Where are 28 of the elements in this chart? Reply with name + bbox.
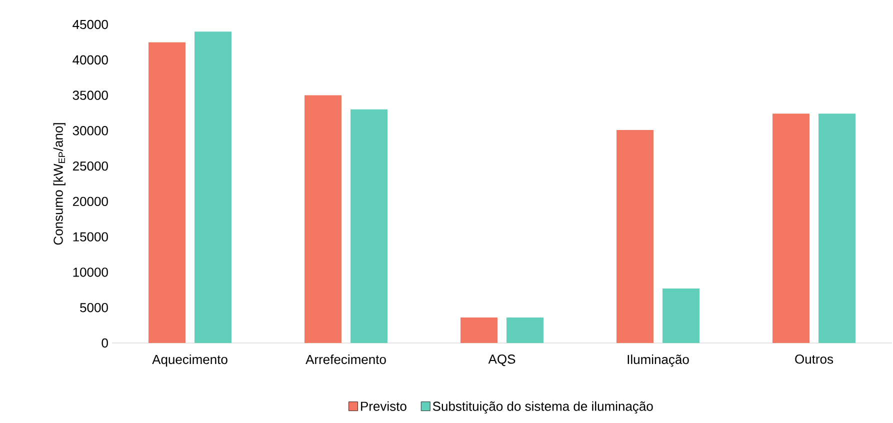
bar [662, 288, 700, 343]
x-tick-label: Iluminação [628, 354, 689, 367]
bar [460, 318, 498, 343]
bar [194, 32, 232, 343]
bar [772, 114, 810, 343]
legend-label: Substituição do sistema de iluminação [432, 401, 653, 414]
y-tick-label: 40000 [72, 55, 108, 64]
bar [506, 318, 544, 343]
y-tick-label: 20000 [72, 196, 108, 206]
bar [818, 114, 856, 343]
x-tick-label: AQS [488, 354, 516, 366]
x-tick-label: Arrefecimento [306, 354, 386, 364]
y-tick-label: 35000 [72, 90, 108, 100]
y-axis-title: Consumo [kW$_{EP}$/ano] [53, 123, 66, 245]
y-tick-label: 30000 [72, 126, 108, 136]
bar [350, 109, 388, 343]
x-tick-label: Aquecimento [152, 354, 228, 367]
bar [616, 130, 654, 343]
y-tick-label: 15000 [73, 232, 108, 242]
y-tick-label: 0 [102, 338, 108, 348]
bar [304, 95, 342, 343]
y-tick-label: 10000 [73, 268, 108, 277]
y-tick-label: 45000 [72, 20, 108, 30]
x-tick-label: Outros [795, 354, 834, 364]
y-tick-label: 5000 [80, 303, 108, 312]
bar [148, 42, 186, 343]
y-tick-label: 25000 [72, 161, 108, 171]
legend-label: Previsto [361, 401, 406, 411]
